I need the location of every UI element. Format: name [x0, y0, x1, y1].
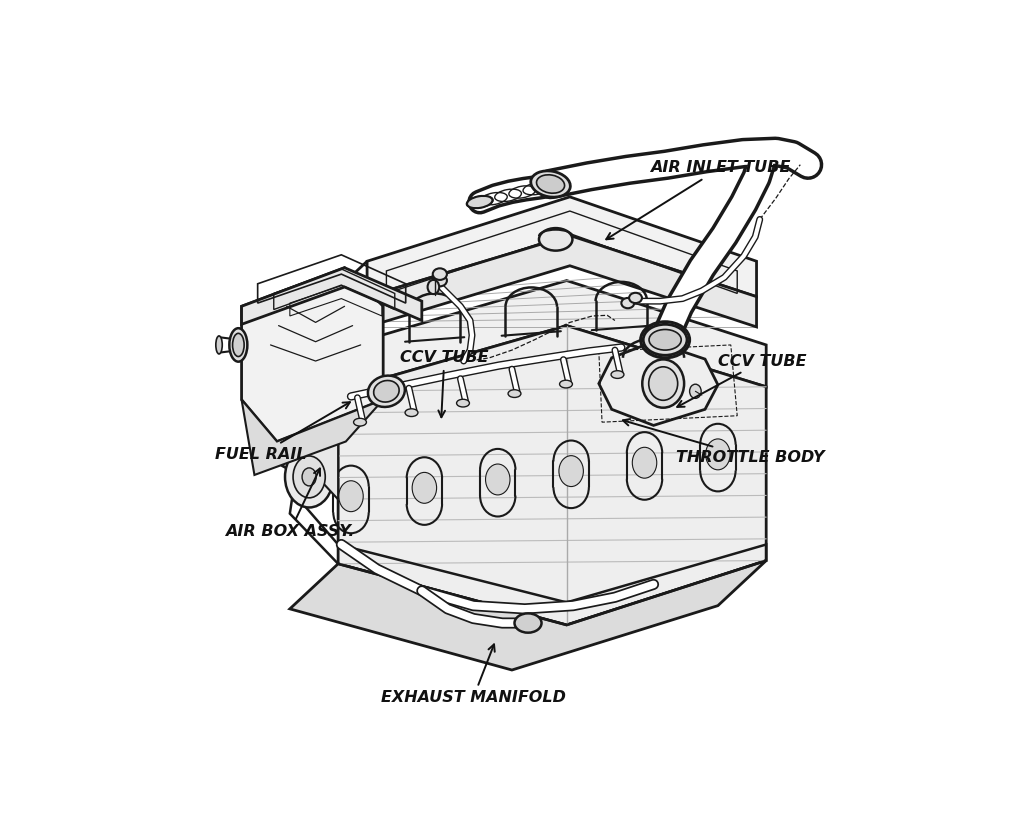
- Ellipse shape: [229, 329, 248, 362]
- Ellipse shape: [649, 329, 681, 350]
- Ellipse shape: [302, 468, 316, 486]
- Polygon shape: [242, 400, 383, 475]
- Ellipse shape: [374, 380, 399, 402]
- Ellipse shape: [433, 268, 446, 280]
- Text: FUEL RAIL: FUEL RAIL: [215, 402, 350, 461]
- Ellipse shape: [293, 456, 326, 497]
- Ellipse shape: [629, 293, 642, 303]
- Ellipse shape: [530, 171, 570, 197]
- Ellipse shape: [261, 374, 335, 471]
- Ellipse shape: [559, 456, 584, 487]
- Ellipse shape: [642, 359, 684, 408]
- Ellipse shape: [689, 385, 701, 399]
- Polygon shape: [284, 348, 338, 443]
- Ellipse shape: [286, 406, 310, 438]
- Ellipse shape: [539, 228, 572, 251]
- Polygon shape: [299, 400, 338, 499]
- Polygon shape: [338, 281, 766, 391]
- Polygon shape: [599, 342, 718, 426]
- Text: AIR BOX ASSY.: AIR BOX ASSY.: [225, 468, 354, 539]
- Ellipse shape: [485, 464, 510, 495]
- Ellipse shape: [537, 175, 564, 193]
- Ellipse shape: [368, 375, 404, 407]
- Ellipse shape: [406, 409, 418, 416]
- Ellipse shape: [428, 280, 439, 294]
- Ellipse shape: [353, 418, 367, 426]
- Text: CCV TUBE: CCV TUBE: [400, 350, 488, 417]
- Ellipse shape: [412, 472, 436, 503]
- Polygon shape: [290, 561, 766, 670]
- Ellipse shape: [622, 298, 634, 308]
- Ellipse shape: [232, 334, 244, 356]
- Ellipse shape: [632, 447, 656, 478]
- Ellipse shape: [433, 275, 446, 287]
- Ellipse shape: [706, 439, 730, 470]
- Ellipse shape: [285, 446, 333, 507]
- Ellipse shape: [216, 336, 222, 354]
- Ellipse shape: [508, 390, 521, 397]
- Ellipse shape: [559, 380, 572, 388]
- Text: CCV TUBE: CCV TUBE: [677, 354, 807, 407]
- Polygon shape: [367, 236, 757, 327]
- Text: EXHAUST MANIFOLD: EXHAUST MANIFOLD: [381, 645, 565, 706]
- Ellipse shape: [611, 370, 624, 379]
- Polygon shape: [367, 197, 757, 297]
- Ellipse shape: [339, 481, 364, 512]
- Polygon shape: [242, 268, 383, 441]
- Polygon shape: [338, 326, 766, 625]
- Text: THROTTLE BODY: THROTTLE BODY: [623, 419, 824, 465]
- Ellipse shape: [649, 367, 678, 400]
- Ellipse shape: [538, 179, 563, 191]
- Polygon shape: [242, 268, 422, 324]
- Ellipse shape: [457, 400, 469, 407]
- Ellipse shape: [467, 196, 493, 208]
- Ellipse shape: [643, 324, 687, 355]
- Text: AIR INLET TUBE: AIR INLET TUBE: [606, 161, 791, 239]
- Ellipse shape: [514, 614, 542, 633]
- Ellipse shape: [271, 387, 326, 457]
